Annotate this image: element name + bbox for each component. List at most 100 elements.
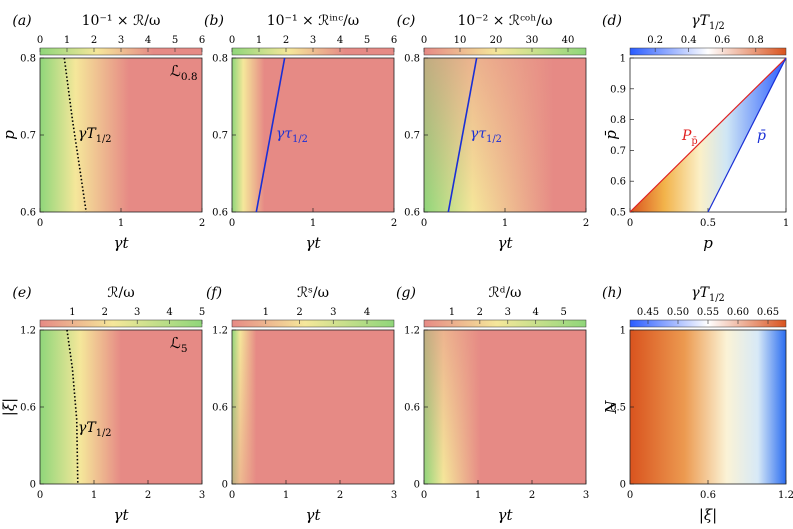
- colorbar-tick-label: 3: [118, 35, 124, 46]
- x-axis-label: γt: [114, 234, 130, 252]
- panel-title-sub: 1/2: [709, 21, 725, 32]
- curve-label-sub: 1/2: [96, 428, 112, 439]
- x-tick-label: 0: [627, 218, 633, 229]
- colorbar-tick-label: 0.45: [637, 307, 659, 318]
- panel-d: (d) γT1/20.2 0.4 0.6 0.80 0.5 10.50.60.70.80.9…: [602, 13, 789, 252]
- x-tick-label: 1: [310, 218, 316, 229]
- colorbar-tick-label: 1: [449, 307, 455, 318]
- y-tick-label: 0: [222, 480, 228, 491]
- panel-h: (h) γT1/2 0.45 0.50 0.55 0.60 0.65 0 0.6 1.2 0 0.5 1…: [602, 285, 793, 524]
- x-tick-label: 1: [118, 218, 124, 229]
- colorbar-tick-label: 2: [283, 35, 289, 46]
- colorbar-tick-label: 40: [562, 35, 575, 46]
- x-tick-label: 1: [475, 490, 481, 501]
- colorbar-tick-label: 20: [490, 35, 503, 46]
- y-tick-label: 0.7: [20, 131, 36, 142]
- panel-e: (e) ℛ/ω1 2 3 4 50 1 2 300.61.2γt|ξ|γT1/2ℒ5: [0, 285, 205, 524]
- y-tick-label: 1: [620, 54, 626, 65]
- y-tick-label: 0.7: [212, 131, 228, 142]
- colorbar-tick-label: 0.8: [748, 35, 764, 46]
- y-tick-label: 0.5: [610, 208, 626, 219]
- colorbar-tick-label: 10: [454, 35, 467, 46]
- panel-title: ℛᵈ/ω: [489, 285, 522, 301]
- x-tick-label: 0: [37, 490, 43, 501]
- y-tick-label: 0: [620, 480, 626, 491]
- y-axis-label: p̄: [602, 130, 620, 140]
- curve-label-main: γT: [78, 126, 97, 142]
- colorbar-tick-label: 1: [69, 307, 75, 318]
- panel-title-main: γT: [691, 285, 710, 301]
- ensemble-annotation-main: ℒ: [170, 334, 181, 352]
- colorbar-tick-label: 3: [505, 307, 511, 318]
- x-axis-label: p: [703, 234, 713, 252]
- colorbar-tick-label: 4: [145, 35, 151, 46]
- y-tick-label: 0.8: [610, 115, 626, 126]
- colorbar-tick-label: 0.2: [647, 35, 663, 46]
- panel-g: (g) ℛᵈ/ω 1 2 3 4 5 0 1 2 3 0 0.6 1.2 γt: [396, 285, 589, 524]
- colorbar-tick-label: 0.50: [667, 307, 689, 318]
- colorbar-tick-label: 30: [526, 35, 539, 46]
- colorbar-tick-label: 0: [37, 35, 43, 46]
- panel-a: (a) 10⁻¹ × ℛ/ω 0 1 2 3 4 5 6 0 1 2 0.6 0.7 0.8 γt p γT1/2…: [0, 13, 205, 252]
- heatmap-region: [40, 330, 202, 484]
- y-tick-label: 0.8: [212, 54, 228, 65]
- colorbar-tick-label: 2: [296, 307, 302, 318]
- colorbar-tick-label: 0: [421, 35, 427, 46]
- colorbar: [423, 319, 587, 328]
- y-tick-label: 1.2: [404, 326, 420, 337]
- series-line-1: [707, 57, 787, 213]
- colorbar: [423, 47, 587, 56]
- curve-label: γT1/2: [78, 420, 112, 439]
- ensemble-annotation: ℒ0.8: [170, 62, 198, 83]
- curve-label-main: γT: [78, 420, 97, 436]
- panel-title: γT1/2: [691, 285, 725, 304]
- x-axis-label: γt: [306, 506, 322, 524]
- x-tick-label: 0: [229, 490, 235, 501]
- colorbar-tick-label: 0.6: [714, 35, 730, 46]
- x-tick-label: 3: [391, 490, 397, 501]
- colorbar-tick-label: 2: [477, 307, 483, 318]
- half-life-curve: [63, 57, 87, 213]
- panel-label: (a): [12, 13, 31, 29]
- y-tick-label: 1.2: [212, 326, 228, 337]
- heatmap-shading: [232, 330, 394, 484]
- series-label-0-sub: p̄: [691, 136, 697, 147]
- series-line-0: [629, 57, 787, 213]
- x-tick-label: 1: [283, 490, 289, 501]
- series-label-0: Pp̄: [681, 128, 698, 147]
- x-tick-label: 2: [145, 490, 151, 501]
- curve-label: γτ1/2: [276, 126, 308, 145]
- y-tick-label: 0: [30, 480, 36, 491]
- panel-title: ℛ/ω: [107, 285, 134, 301]
- x-axis-label: γt: [498, 506, 514, 524]
- x-tick-label: 0: [421, 218, 427, 229]
- y-axis-label: p: [0, 130, 18, 140]
- colorbar-tick-label: 6: [391, 35, 397, 46]
- x-tick-label: 2: [199, 218, 205, 229]
- curve-label-sub: 1/2: [96, 134, 112, 145]
- colorbar-tick-label: 0.4: [681, 35, 697, 46]
- x-tick-label: 2: [391, 218, 397, 229]
- curve-label-main: γτ: [470, 126, 486, 142]
- panel-c: (c) 10⁻² × ℛᶜᵒʰ/ω 0 10 20 30 40 0 1 2 0.6 0.7 0.8 γt γ…: [397, 13, 590, 252]
- x-tick-label: 1: [91, 490, 97, 501]
- y-tick-label: 0.8: [20, 54, 36, 65]
- colorbar-tick-label: 3: [134, 307, 140, 318]
- y-tick-label: 0.6: [212, 208, 228, 219]
- x-tick-label: 2: [529, 490, 535, 501]
- colorbar-tick-label: 0.60: [727, 307, 749, 318]
- panel-title-main: γT: [691, 13, 710, 29]
- x-tick-label: 1.2: [778, 490, 793, 501]
- x-tick-label: 3: [583, 490, 589, 501]
- heatmap-region: [40, 58, 202, 212]
- panel-title: 10⁻¹ × ℛ/ω: [82, 13, 161, 29]
- colorbar-tick-label: 1: [64, 35, 70, 46]
- colorbar-tick-label: 5: [364, 35, 370, 46]
- colorbar: [39, 319, 203, 328]
- series-label-1-main: p̄: [757, 128, 766, 144]
- y-tick-label: 0.6: [404, 208, 420, 219]
- x-tick-label: 0.5: [700, 218, 716, 229]
- ensemble-annotation-sub: 5: [181, 343, 188, 355]
- y-tick-label: 0.6: [20, 208, 36, 219]
